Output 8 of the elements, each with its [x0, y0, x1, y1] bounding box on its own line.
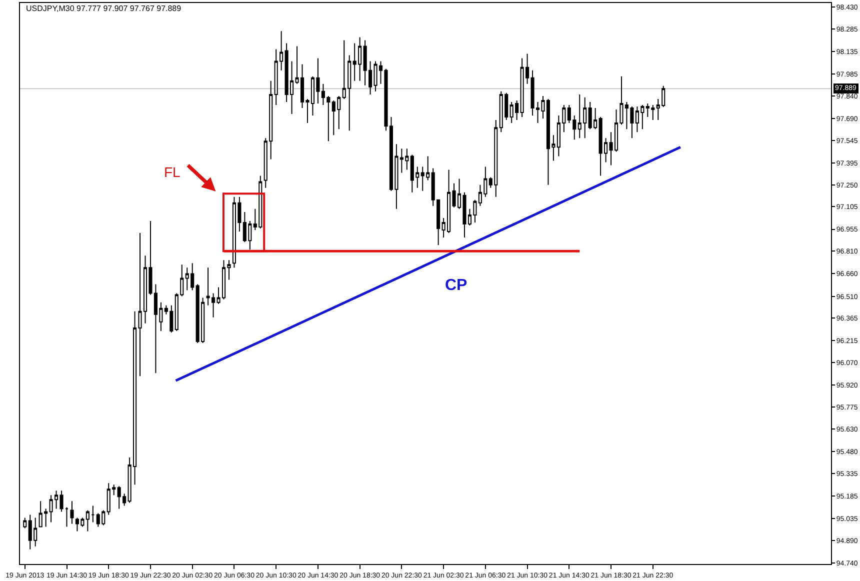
candlestick — [64, 506, 69, 528]
candlestick — [91, 505, 95, 523]
annotation: CP — [445, 277, 468, 294]
chart-title: USDJPY,M30 97.777 97.907 97.767 97.889 — [26, 4, 182, 13]
candlestick — [86, 510, 90, 532]
candlestick — [23, 517, 27, 529]
candlestick — [70, 500, 74, 524]
annotation: FL — [164, 164, 181, 180]
